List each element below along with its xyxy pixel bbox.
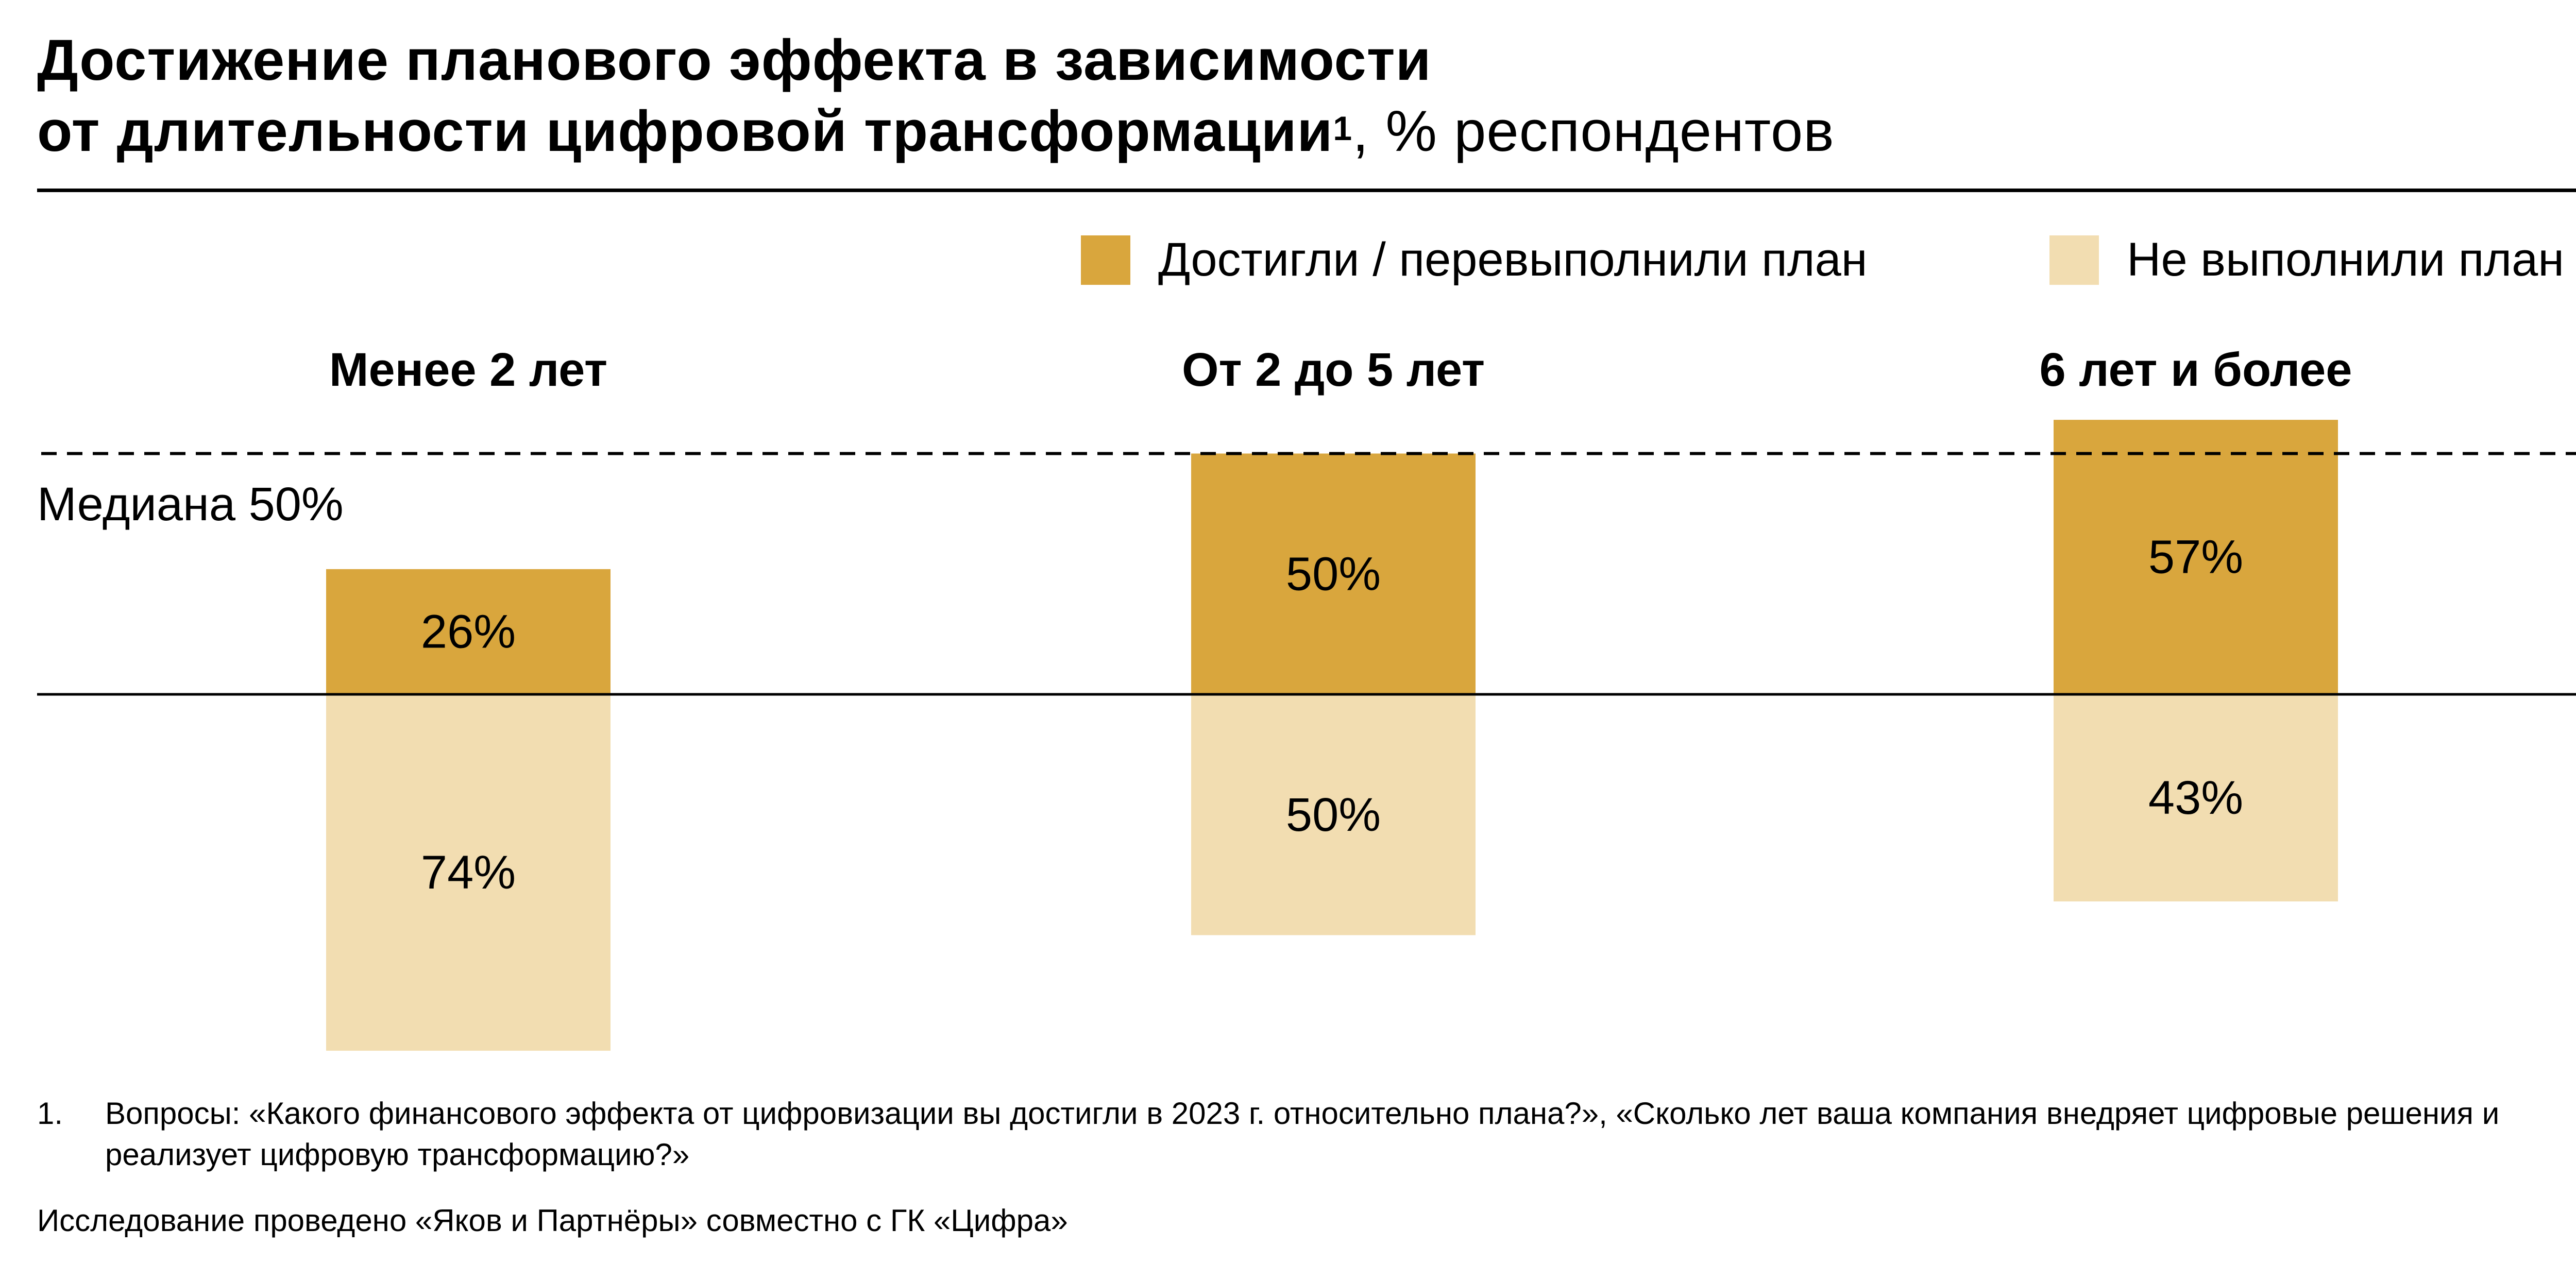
legend-label-not-achieved: Не выполнили план bbox=[2127, 233, 2565, 286]
footnote-text: Вопросы: «Какого финансового эффекта от … bbox=[105, 1096, 2500, 1172]
bar-achieved-3 bbox=[2054, 420, 2338, 694]
value-label-achieved-1: 26% bbox=[421, 605, 516, 658]
chart-title: Достижение планового эффекта в зависимос… bbox=[37, 25, 1835, 167]
category-label-3: 6 лет и более bbox=[2040, 344, 2352, 396]
source-note: Исследование проведено «Яков и Партнёры»… bbox=[37, 1203, 1068, 1238]
title-line-1: Достижение планового эффекта в зависимос… bbox=[37, 28, 1432, 92]
bar-not-achieved-2 bbox=[1191, 694, 1476, 935]
value-label-achieved-2: 50% bbox=[1286, 548, 1381, 600]
bar-achieved-1 bbox=[326, 569, 611, 694]
bar-not-achieved-1 bbox=[326, 694, 611, 1051]
value-label-not-achieved-2: 50% bbox=[1286, 789, 1381, 841]
value-label-achieved-3: 57% bbox=[2148, 531, 2243, 584]
median-label: Медиана 50% bbox=[37, 478, 344, 531]
value-label-not-achieved-3: 43% bbox=[2148, 772, 2243, 824]
title-line-2-main: от длительности цифровой трансформации bbox=[37, 99, 1333, 163]
legend-label-achieved: Достигли / перевыполнили план bbox=[1158, 233, 1868, 286]
title-line-2: от длительности цифровой трансформации1,… bbox=[37, 96, 1835, 167]
title-divider bbox=[37, 189, 2576, 192]
title-footnote-marker: 1 bbox=[1333, 109, 1353, 147]
footnote-number: 1. bbox=[37, 1096, 63, 1131]
bar-achieved-2 bbox=[1191, 453, 1476, 694]
bars-group bbox=[326, 420, 2338, 1051]
legend-item-not-achieved: Не выполнили план bbox=[2049, 233, 2564, 287]
category-label-2: От 2 до 5 лет bbox=[1182, 344, 1485, 396]
labels-group: 26% 74% Менее 2 лет 50% 50% От 2 до 5 лет 57% 4… bbox=[329, 344, 2352, 899]
legend-swatch-not-achieved bbox=[2049, 235, 2099, 285]
category-label-1: Менее 2 лет bbox=[329, 344, 607, 396]
bar-not-achieved-3 bbox=[2054, 694, 2338, 902]
legend-item-achieved: Достигли / перевыполнили план bbox=[1081, 233, 1868, 287]
title-units: , % респондентов bbox=[1352, 99, 1835, 163]
value-label-not-achieved-1: 74% bbox=[421, 846, 516, 899]
legend-swatch-achieved bbox=[1081, 235, 1130, 285]
